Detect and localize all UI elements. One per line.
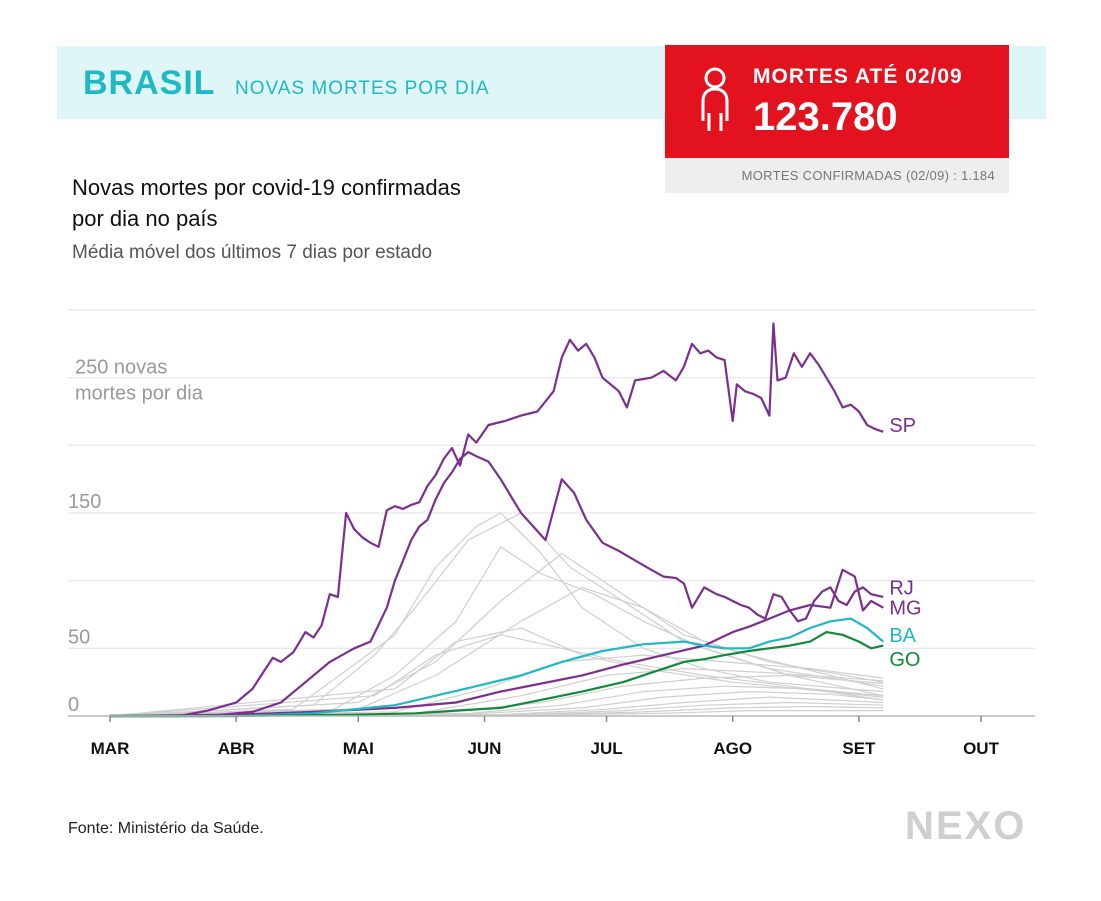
series-label-go: GO xyxy=(889,649,920,671)
series-line-ba xyxy=(110,617,885,718)
state-series-line xyxy=(109,627,884,717)
y-tick-label: 50 xyxy=(68,626,90,648)
series-line-rj xyxy=(110,451,884,718)
chart-title: Novas mortes por covid-19 confirmadas po… xyxy=(72,175,461,231)
deaths-line-chart: 0 50 150 250 novas mortes por dia MAR ABR MAI JU… xyxy=(68,309,1035,758)
series-label-ba: BA xyxy=(889,625,916,647)
confirmed-deaths-bar: MORTES CONFIRMADAS (02/09) : 1.184 xyxy=(665,158,1009,193)
nexo-logo: NEXO xyxy=(905,804,1027,848)
highlighted-series-layer xyxy=(109,322,885,718)
x-tick-label: JUN xyxy=(467,739,501,758)
y-tick-label: 0 xyxy=(68,694,79,716)
series-label-sp: SP xyxy=(889,415,916,437)
x-tick-label: SET xyxy=(842,739,876,758)
state-series-line xyxy=(109,512,884,717)
series-label-rj: RJ xyxy=(889,577,913,599)
state-series-line xyxy=(109,690,884,717)
total-deaths-box: MORTES ATÉ 02/09 123.780 xyxy=(665,45,1009,158)
person-icon xyxy=(701,67,729,131)
source-note: Fonte: Ministério da Saúde. xyxy=(68,820,264,837)
axis-layer: 0 50 150 250 novas mortes por dia MAR ABR MAI JU… xyxy=(68,357,1035,758)
x-tick-label: MAR xyxy=(91,739,130,758)
y-annotation: 250 novas mortes por dia xyxy=(75,357,204,405)
series-line-go xyxy=(110,631,884,718)
background-series-layer xyxy=(109,512,884,717)
state-series-line xyxy=(109,654,884,717)
series-line-sp xyxy=(110,322,884,718)
chart-subtitle: Média móvel dos últimos 7 dias por estad… xyxy=(72,242,433,263)
country-title: BRASIL xyxy=(83,64,216,102)
series-line-mg xyxy=(109,568,884,718)
deaths-value: 123.780 xyxy=(753,95,898,139)
x-tick-label: JUL xyxy=(590,739,622,758)
state-series-line xyxy=(109,634,884,717)
x-tick-label: MAI xyxy=(343,739,374,758)
y-tick-label: 150 xyxy=(68,491,101,513)
x-tick-label: ABR xyxy=(218,739,255,758)
state-series-line xyxy=(109,545,884,717)
deaths-label: MORTES ATÉ 02/09 xyxy=(753,65,963,88)
banner-subtitle: NOVAS MORTES POR DIA xyxy=(235,78,490,99)
series-label-mg: MG xyxy=(889,598,921,620)
confirmed-deaths-text: MORTES CONFIRMADAS (02/09) : 1.184 xyxy=(741,168,995,183)
x-tick-label: AGO xyxy=(713,739,752,758)
state-series-line xyxy=(109,586,884,717)
x-tick-label: OUT xyxy=(963,739,1000,758)
state-series-line xyxy=(109,710,884,717)
